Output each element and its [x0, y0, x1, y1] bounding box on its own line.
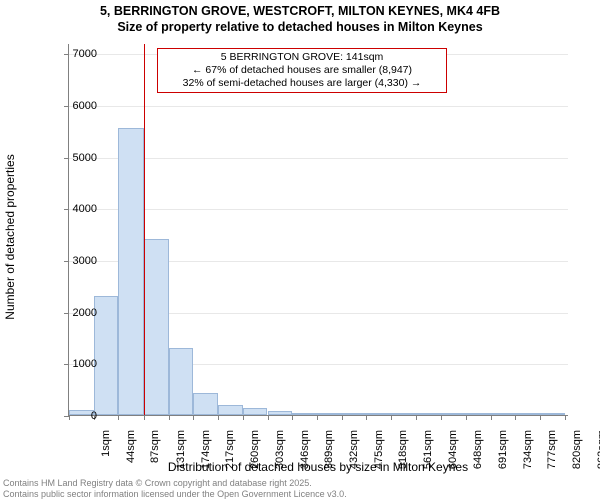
x-tick-mark [268, 415, 269, 420]
marker-line [144, 44, 145, 415]
histogram-bar [193, 393, 218, 415]
x-tick-label: 648sqm [472, 430, 484, 472]
x-tick-label: 604sqm [447, 430, 459, 472]
histogram-bar [243, 408, 268, 415]
histogram-bar [144, 239, 169, 415]
y-tick-label: 5000 [57, 152, 97, 164]
x-tick-label: 1sqm [100, 430, 112, 472]
x-tick-label: 217sqm [224, 430, 236, 472]
x-tick-label: 863sqm [596, 430, 600, 472]
histogram-bar [441, 413, 466, 415]
histogram-bar [169, 348, 194, 415]
x-tick-mark [441, 415, 442, 420]
x-tick-mark [144, 415, 145, 420]
x-tick-label: 475sqm [373, 430, 385, 472]
x-tick-label: 389sqm [323, 430, 335, 472]
x-tick-label: 432sqm [348, 430, 360, 472]
chart-container: 5, BERRINGTON GROVE, WESTCROFT, MILTON K… [0, 0, 600, 500]
x-tick-mark [118, 415, 119, 420]
histogram-bar [515, 413, 540, 415]
histogram-bar [391, 413, 416, 415]
histogram-bar [466, 413, 491, 415]
annotation-line-2: ← 67% of detached houses are smaller (8,… [192, 64, 412, 76]
x-tick-mark [466, 415, 467, 420]
y-tick-label: 6000 [57, 100, 97, 112]
x-tick-mark [317, 415, 318, 420]
histogram-bar [218, 405, 243, 415]
x-tick-mark [169, 415, 170, 420]
y-tick-label: 7000 [57, 48, 97, 60]
x-tick-label: 777sqm [546, 430, 558, 472]
x-tick-mark [342, 415, 343, 420]
histogram-bar [292, 413, 317, 415]
y-tick-label: 4000 [57, 203, 97, 215]
histogram-bar [416, 413, 441, 415]
y-tick-label: 3000 [57, 255, 97, 267]
x-tick-mark [366, 415, 367, 420]
x-tick-mark [193, 415, 194, 420]
histogram-bar [94, 296, 119, 415]
title-line-2: Size of property relative to detached ho… [117, 20, 482, 34]
histogram-bar [317, 413, 342, 415]
x-tick-label: 260sqm [249, 430, 261, 472]
x-tick-mark [218, 415, 219, 420]
x-tick-label: 303sqm [274, 430, 286, 472]
histogram-bar [118, 128, 143, 415]
y-tick-label: 0 [57, 410, 97, 422]
x-tick-label: 174sqm [200, 430, 212, 472]
attribution-text: Contains HM Land Registry data © Crown c… [3, 478, 347, 499]
annotation-box: 5 BERRINGTON GROVE: 141sqm ← 67% of deta… [157, 48, 447, 93]
annotation-line-3: 32% of semi-detached houses are larger (… [183, 77, 422, 89]
x-tick-mark [565, 415, 566, 420]
x-tick-label: 44sqm [125, 430, 137, 472]
x-tick-label: 518sqm [397, 430, 409, 472]
histogram-bar [491, 413, 516, 415]
y-tick-label: 2000 [57, 307, 97, 319]
attribution-line-1: Contains HM Land Registry data © Crown c… [3, 478, 312, 488]
histogram-bar [366, 413, 391, 415]
x-tick-mark [292, 415, 293, 420]
x-tick-label: 734sqm [522, 430, 534, 472]
x-tick-label: 87sqm [149, 430, 161, 472]
plot-area: 5 BERRINGTON GROVE: 141sqm ← 67% of deta… [68, 44, 568, 416]
x-tick-mark [515, 415, 516, 420]
histogram-bar [342, 413, 367, 415]
x-tick-mark [243, 415, 244, 420]
y-axis-label: Number of detached properties [3, 154, 17, 319]
x-tick-label: 561sqm [422, 430, 434, 472]
x-tick-label: 691sqm [497, 430, 509, 472]
x-tick-mark [416, 415, 417, 420]
y-tick-label: 1000 [57, 358, 97, 370]
x-axis-label: Distribution of detached houses by size … [68, 460, 568, 474]
histogram-bar [540, 413, 565, 415]
x-tick-mark [391, 415, 392, 420]
attribution-line-2: Contains public sector information licen… [3, 489, 347, 499]
title-line-1: 5, BERRINGTON GROVE, WESTCROFT, MILTON K… [100, 4, 500, 18]
x-tick-mark [540, 415, 541, 420]
x-tick-mark [491, 415, 492, 420]
x-tick-label: 346sqm [299, 430, 311, 472]
x-tick-label: 131sqm [175, 430, 187, 472]
x-tick-label: 820sqm [571, 430, 583, 472]
chart-title: 5, BERRINGTON GROVE, WESTCROFT, MILTON K… [0, 4, 600, 35]
annotation-line-1: 5 BERRINGTON GROVE: 141sqm [221, 51, 384, 63]
histogram-bar [268, 411, 293, 415]
